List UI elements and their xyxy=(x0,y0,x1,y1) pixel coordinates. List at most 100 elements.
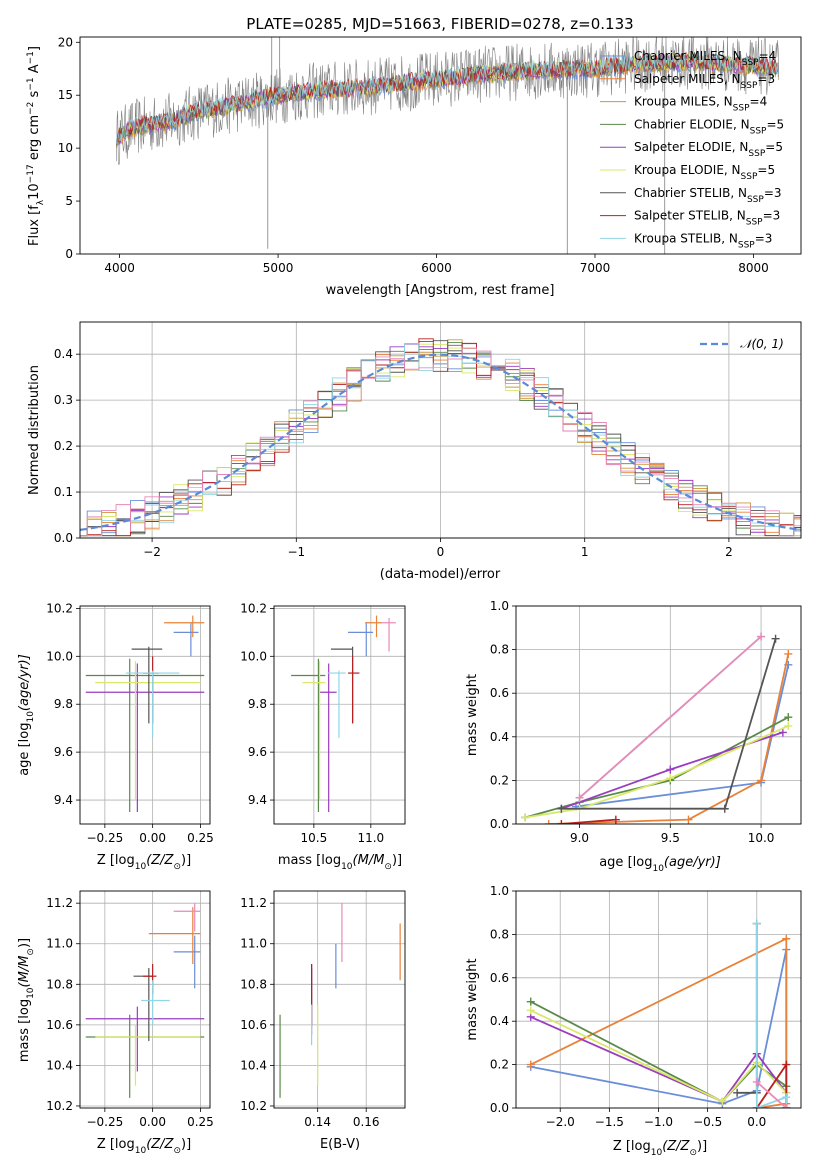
label-part: Flux [f xyxy=(27,205,42,246)
x-tick-label: 4000 xyxy=(104,261,135,275)
y-tick-label: 11.2 xyxy=(46,896,73,910)
x-axis-label: age [log10(age/yr)] xyxy=(599,855,721,874)
histogram-lines xyxy=(80,338,801,537)
label-part: )] xyxy=(697,1139,707,1154)
label-part: )] xyxy=(181,1137,191,1152)
weight-marker xyxy=(720,804,729,813)
y-tick-label: 0 xyxy=(65,247,73,261)
label-part: )] xyxy=(17,938,32,948)
weight-marker xyxy=(526,997,535,1006)
label-part: SSP xyxy=(742,58,759,68)
x-axis-label: mass [log10(M/M⊙)] xyxy=(278,853,402,872)
x-tick-label: 5000 xyxy=(263,261,294,275)
weight-line xyxy=(578,635,762,799)
label-part: A xyxy=(27,64,42,77)
weight-marker xyxy=(526,1060,535,1069)
axes-frame xyxy=(515,890,802,1109)
x-tick-label: 0.0 xyxy=(747,1115,766,1129)
y-axis-label: Normed distribution xyxy=(27,365,42,495)
weight-line xyxy=(561,818,616,824)
weight-marker xyxy=(557,804,566,813)
weight-lines xyxy=(521,632,793,824)
axes-frame xyxy=(79,605,211,825)
axes-frame xyxy=(79,890,211,1109)
weight-marker xyxy=(611,815,620,824)
label-part: erg cm xyxy=(27,115,42,164)
label-part: age [log xyxy=(17,723,32,776)
label-part: −2 xyxy=(26,102,36,115)
y-tick-label: 10.8 xyxy=(46,977,73,991)
weight-marker xyxy=(782,1104,791,1108)
y-tick-label: 0.1 xyxy=(54,485,73,499)
y-tick-label: 10.4 xyxy=(46,1058,73,1072)
errorbars xyxy=(85,903,205,1098)
y-tick-label: 0.0 xyxy=(490,817,509,831)
label-part: =3 xyxy=(755,231,773,245)
label-part: Salpeter MILES, N xyxy=(634,72,741,86)
weight-marker xyxy=(544,820,553,824)
y-tick-label: 10.6 xyxy=(46,1018,73,1032)
x-tick-label: −1.5 xyxy=(595,1115,624,1129)
weight-marker xyxy=(771,634,780,643)
residual-histogram xyxy=(80,354,801,537)
weight-line xyxy=(756,1081,787,1108)
label-part: (M/M xyxy=(353,853,385,868)
label-part: (M/M xyxy=(17,956,32,988)
label-part: (age/yr)] xyxy=(17,654,32,711)
axes-frame xyxy=(515,605,802,825)
label-part: ⊙ xyxy=(689,1148,697,1158)
x-tick-label: −1.0 xyxy=(644,1115,673,1129)
weight-marker xyxy=(784,649,793,658)
label-part: age [log xyxy=(599,855,652,870)
weight-marker xyxy=(666,774,675,783)
y-tick-label: 11.0 xyxy=(240,937,267,951)
label-part: −17 xyxy=(26,164,36,183)
y-axis-label: mass [log10(M/M⊙)] xyxy=(17,938,36,1062)
legend-label: Chabrier STELIB, NSSP=3 xyxy=(634,186,782,205)
y-tick-label: 0.6 xyxy=(490,686,509,700)
label-part: Kroupa ELODIE, N xyxy=(634,163,741,177)
weight-line xyxy=(530,937,788,1108)
axes: −0.25 0.00 0.25 10.2 10.4 10.6 10.8 11.0 11.2 Z [… xyxy=(17,890,214,1156)
weight-line xyxy=(524,716,789,819)
y-tick-label: 0.4 xyxy=(54,347,73,361)
y-axis-label: mass weight xyxy=(465,674,480,756)
chart-title: PLATE=0285, MJD=51663, FIBERID=0278, z=0… xyxy=(246,15,633,33)
label-part: Z [log xyxy=(97,1137,135,1152)
weight-marker xyxy=(752,919,761,928)
y-axis-label: age [log10(age/yr)] xyxy=(17,654,36,776)
weight-marker xyxy=(757,776,766,785)
label-part: =3 xyxy=(757,72,775,86)
weight-marker xyxy=(782,1093,791,1102)
label-part: =5 xyxy=(757,163,775,177)
label-part: Kroupa STELIB, N xyxy=(634,231,738,245)
y-tick-label: 0.8 xyxy=(490,927,509,941)
weight-marker xyxy=(782,934,791,943)
weight-marker xyxy=(752,1104,761,1108)
y-tick-label: 9.6 xyxy=(54,745,73,759)
weight-lines xyxy=(526,919,791,1108)
x-axis-label: Z [log10(Z/Z⊙)] xyxy=(97,853,191,872)
label-part: −1 xyxy=(26,77,36,90)
x-axis-label: (data-model)/error xyxy=(380,567,501,582)
label-part: (Z/Z xyxy=(146,853,174,868)
legend-label: Kroupa MILES, NSSP=4 xyxy=(634,95,767,114)
label-part: 10 xyxy=(135,1146,147,1156)
label-part: s xyxy=(27,90,42,101)
y-tick-label: 20 xyxy=(58,35,73,49)
label-part: Kroupa MILES, N xyxy=(634,95,733,109)
label-part: 10 xyxy=(652,864,664,874)
label-part: (age/yr)] xyxy=(664,855,721,870)
x-tick-label: 9.0 xyxy=(570,831,589,845)
label-part: )] xyxy=(181,853,191,868)
label-part: Z [log xyxy=(97,853,135,868)
x-tick-label: 0.25 xyxy=(187,831,214,845)
label-part: Salpeter ELODIE, N xyxy=(634,140,748,154)
label-part: E(B-V) xyxy=(320,1137,360,1152)
residual-histogram xyxy=(80,340,801,537)
y-tick-label: 0.6 xyxy=(490,971,509,985)
y-tick-label: 0.2 xyxy=(54,439,73,453)
y-tick-label: 11.0 xyxy=(46,937,73,951)
weight-marker xyxy=(575,793,584,802)
